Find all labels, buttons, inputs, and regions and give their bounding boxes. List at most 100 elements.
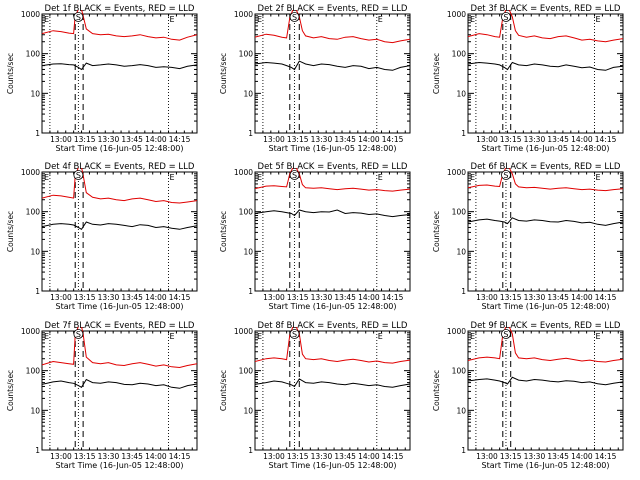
y-axis-label: Counts/sec	[6, 211, 15, 252]
x-tick-label: 13:30	[311, 135, 333, 144]
y-tick-label: 10	[30, 89, 40, 98]
panel-title: Det 3f BLACK = Events, RED = LLD	[471, 4, 621, 14]
y-tick-label: 10	[456, 406, 466, 415]
y-tick-label: 1000	[447, 327, 466, 336]
x-tick-label: 14:00	[571, 293, 593, 302]
x-tick-label: 13:30	[98, 452, 120, 461]
detector-panel: Det 2f BLACK = Events, RED = LLD 1 10 100 10…	[219, 4, 411, 153]
end-marker-label: E	[257, 332, 262, 341]
y-axis-label: Counts/sec	[6, 370, 15, 411]
events-series-line	[468, 376, 623, 386]
y-tick-label: 10	[456, 247, 466, 256]
end-marker-label: E	[44, 15, 49, 24]
y-tick-label: 10	[30, 247, 40, 256]
x-tick-label: 13:30	[98, 135, 120, 144]
detector-panel: Det 3f BLACK = Events, RED = LLD 1 10 100 10…	[432, 4, 624, 153]
x-tick-label: 14:15	[595, 452, 617, 461]
y-tick-label: 1	[35, 129, 40, 138]
x-axis-label: Start Time (16-Jun-05 12:48:00)	[269, 302, 397, 311]
events-series-line	[468, 61, 623, 71]
y-axis-label: Counts/sec	[432, 370, 441, 411]
y-tick-label: 1	[248, 287, 253, 296]
x-tick-label: 13:00	[50, 293, 72, 302]
x-axis-label: Start Time (16-Jun-05 12:48:00)	[482, 461, 610, 470]
y-tick-label: 1	[461, 129, 466, 138]
x-tick-label: 14:15	[169, 135, 191, 144]
start-marker-label: S	[292, 171, 297, 180]
plot-frame	[467, 171, 624, 292]
end-marker-label: E	[170, 173, 175, 182]
panel-title: Det 6f BLACK = Events, RED = LLD	[471, 162, 621, 172]
y-axis-label: Counts/sec	[219, 53, 228, 94]
events-series-line	[468, 217, 623, 226]
x-tick-label: 13:00	[263, 452, 285, 461]
x-tick-label: 13:15	[287, 452, 309, 461]
x-axis-label: Start Time (16-Jun-05 12:48:00)	[56, 302, 184, 311]
y-tick-label: 1000	[447, 10, 466, 19]
x-tick-label: 13:00	[50, 452, 72, 461]
plot-frame	[41, 13, 198, 134]
x-tick-label: 14:00	[145, 135, 167, 144]
x-tick-label: 14:00	[145, 452, 167, 461]
detector-panel: Det 8f BLACK = Events, RED = LLD 1 10 100 10…	[219, 321, 411, 470]
x-tick-label: 13:45	[121, 452, 143, 461]
x-tick-label: 13:15	[500, 452, 522, 461]
start-marker-label: S	[503, 13, 508, 22]
y-tick-label: 1000	[21, 327, 40, 336]
end-marker-label: E	[170, 332, 175, 341]
panel-title: Det 5f BLACK = Events, RED = LLD	[258, 162, 408, 172]
y-axis-label: Counts/sec	[219, 211, 228, 252]
x-axis-label: Start Time (16-Jun-05 12:48:00)	[269, 144, 397, 153]
plot-frame	[254, 330, 411, 451]
plot-frame	[254, 171, 411, 292]
detector-panel: Det 9f BLACK = Events, RED = LLD 1 10 100 10…	[432, 321, 624, 470]
start-marker-label: S	[76, 13, 81, 22]
x-tick-label: 14:00	[358, 135, 380, 144]
x-tick-label: 13:15	[74, 452, 96, 461]
y-axis-label: Counts/sec	[219, 370, 228, 411]
x-tick-label: 13:45	[547, 135, 569, 144]
panel-title: Det 9f BLACK = Events, RED = LLD	[471, 321, 621, 331]
x-tick-label: 13:15	[74, 293, 96, 302]
panel-title: Det 7f BLACK = Events, RED = LLD	[45, 321, 195, 331]
y-tick-label: 100	[26, 367, 41, 376]
x-axis-label: Start Time (16-Jun-05 12:48:00)	[56, 144, 184, 153]
y-tick-label: 10	[456, 89, 466, 98]
plot-frame	[254, 13, 411, 134]
x-tick-label: 14:15	[382, 452, 404, 461]
y-tick-label: 100	[239, 208, 254, 217]
x-tick-label: 13:45	[547, 293, 569, 302]
x-tick-label: 14:00	[571, 135, 593, 144]
detector-panel: Det 5f BLACK = Events, RED = LLD 1 10 100 10…	[219, 162, 411, 311]
end-marker-label: E	[44, 173, 49, 182]
start-marker-circle	[73, 329, 84, 339]
start-marker-label: S	[76, 330, 81, 339]
end-marker-label: E	[596, 15, 601, 24]
y-tick-label: 1	[35, 287, 40, 296]
detector-panel: Det 7f BLACK = Events, RED = LLD 1 10 100 10…	[6, 321, 198, 470]
y-axis-label: Counts/sec	[6, 53, 15, 94]
lld-series-line	[468, 168, 623, 192]
y-tick-label: 1000	[234, 10, 253, 19]
end-marker-label: E	[257, 15, 262, 24]
start-marker-circle	[501, 12, 511, 22]
y-tick-label: 100	[452, 50, 467, 59]
events-series-line	[42, 62, 197, 71]
x-tick-label: 13:45	[547, 452, 569, 461]
x-tick-label: 13:30	[311, 452, 333, 461]
x-axis-label: Start Time (16-Jun-05 12:48:00)	[482, 302, 610, 311]
lld-series-line	[42, 168, 197, 204]
start-marker-label: S	[292, 330, 297, 339]
x-tick-label: 13:15	[74, 135, 96, 144]
end-marker-label: E	[257, 173, 262, 182]
x-tick-label: 13:15	[500, 293, 522, 302]
x-tick-label: 13:45	[334, 452, 356, 461]
x-tick-label: 13:15	[287, 293, 309, 302]
detector-panel: Det 6f BLACK = Events, RED = LLD 1 10 100 10…	[432, 162, 624, 311]
x-tick-label: 13:30	[311, 293, 333, 302]
x-tick-label: 14:15	[382, 293, 404, 302]
plot-frame	[467, 330, 624, 451]
x-tick-label: 14:15	[595, 135, 617, 144]
x-tick-label: 13:30	[98, 293, 120, 302]
y-tick-label: 100	[239, 367, 254, 376]
